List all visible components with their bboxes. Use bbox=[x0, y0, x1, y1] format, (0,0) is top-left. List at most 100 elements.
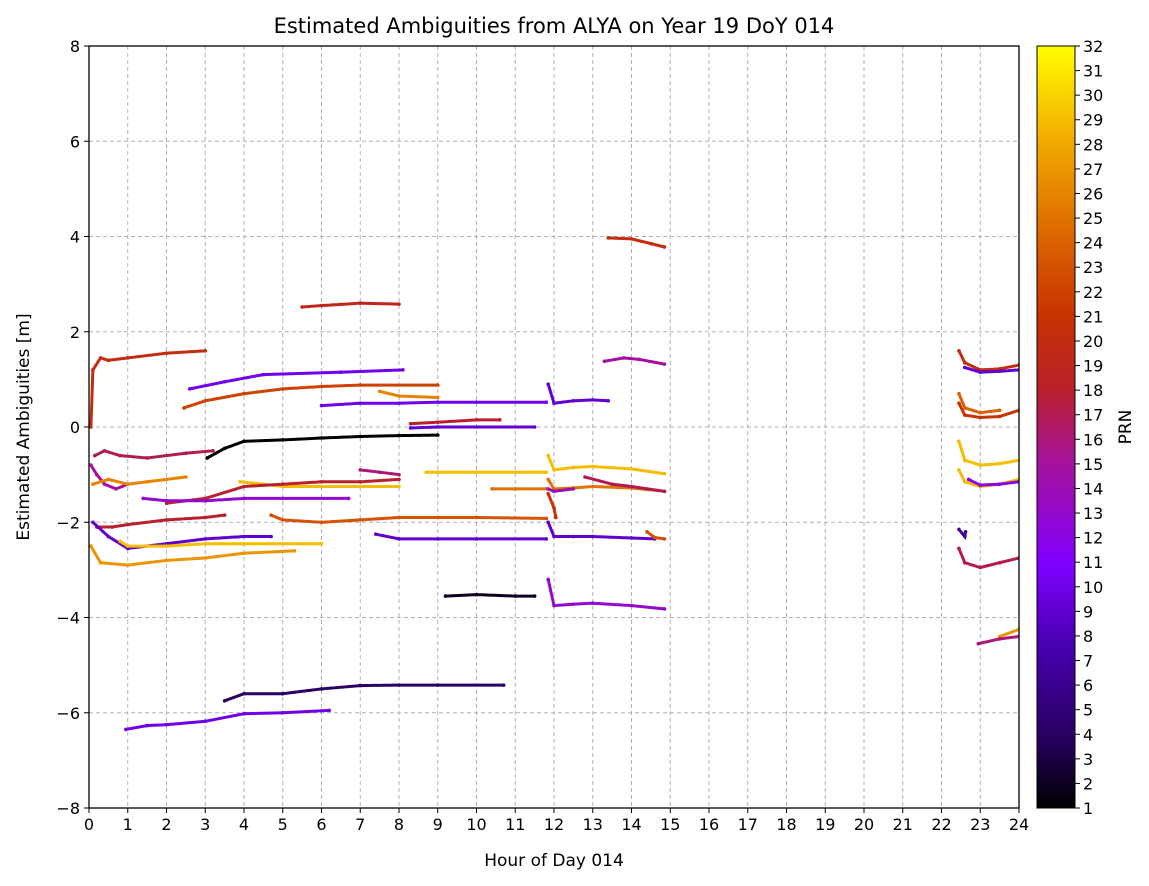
series-prn-13 bbox=[141, 496, 351, 503]
series-track bbox=[89, 544, 296, 567]
grid-lines bbox=[89, 46, 1019, 808]
series-layer bbox=[89, 236, 1019, 732]
series-track bbox=[91, 475, 188, 486]
series-track bbox=[93, 449, 215, 460]
x-tick-label: 5 bbox=[278, 815, 288, 834]
series-prn-15 bbox=[89, 463, 130, 491]
series-track bbox=[957, 349, 1019, 372]
colorbar-tick-label: 3 bbox=[1083, 750, 1093, 769]
x-tick-label: 12 bbox=[544, 815, 564, 834]
series-prn-10 bbox=[124, 708, 332, 732]
y-tick-label: 8 bbox=[70, 37, 80, 56]
series-prn-17 bbox=[957, 546, 1019, 570]
colorbar-tick-label: 30 bbox=[1083, 86, 1103, 105]
colorbar bbox=[1036, 45, 1076, 809]
series-prn-23 bbox=[269, 513, 549, 525]
colorbar-tick-label: 24 bbox=[1083, 234, 1103, 253]
x-tick-label: 3 bbox=[200, 815, 210, 834]
y-tick-label: −6 bbox=[56, 704, 80, 723]
colorbar-tick-label: 16 bbox=[1083, 430, 1103, 449]
series-track bbox=[91, 520, 273, 550]
series-prn-12 bbox=[966, 477, 1019, 487]
series-prn-26 bbox=[377, 389, 440, 400]
series-prn-29 bbox=[546, 453, 667, 476]
series-prn-15 bbox=[602, 356, 667, 366]
y-tick-label: 0 bbox=[70, 418, 80, 437]
colorbar-tick-label: 27 bbox=[1083, 160, 1103, 179]
x-axis-label: Hour of Day 014 bbox=[484, 851, 624, 871]
colorbar-tick-label: 23 bbox=[1083, 258, 1103, 277]
series-prn-10 bbox=[319, 400, 549, 408]
series-track bbox=[238, 480, 401, 488]
series-track bbox=[89, 349, 207, 429]
colorbar-tick-label: 1 bbox=[1083, 799, 1093, 818]
x-tick-label: 1 bbox=[123, 815, 133, 834]
series-prn-19 bbox=[300, 301, 401, 309]
series-track bbox=[188, 368, 405, 391]
series-prn-20 bbox=[89, 349, 208, 429]
x-tick-label: 0 bbox=[84, 815, 94, 834]
colorbar-tick-label: 7 bbox=[1083, 652, 1093, 671]
series-track bbox=[378, 389, 440, 399]
series-prn-9 bbox=[546, 382, 611, 405]
x-tick-label: 10 bbox=[466, 815, 486, 834]
series-track bbox=[205, 433, 440, 460]
y-tick-label: −2 bbox=[56, 513, 80, 532]
series-track bbox=[606, 236, 666, 249]
colorbar-tick-label: 17 bbox=[1083, 406, 1103, 425]
series-track bbox=[546, 577, 666, 611]
series-prn-27 bbox=[89, 544, 297, 567]
x-tick-label: 13 bbox=[583, 815, 603, 834]
series-track bbox=[182, 383, 440, 410]
series-track bbox=[320, 400, 548, 408]
series-track bbox=[963, 366, 1019, 374]
colorbar-tick-label: 29 bbox=[1083, 111, 1103, 130]
series-track bbox=[223, 683, 506, 703]
colorbar-tick-label: 4 bbox=[1083, 725, 1093, 744]
colorbar-tick-label: 9 bbox=[1083, 602, 1093, 621]
colorbar-tick-label: 12 bbox=[1083, 529, 1103, 548]
x-tick-label: 22 bbox=[931, 815, 951, 834]
colorbar-tick-label: 10 bbox=[1083, 578, 1103, 597]
y-tick-label: 2 bbox=[70, 323, 80, 342]
x-tick-label: 6 bbox=[316, 815, 326, 834]
series-track bbox=[957, 439, 1019, 467]
colorbar-tick-label: 5 bbox=[1083, 701, 1093, 720]
series-track bbox=[95, 513, 227, 529]
x-tick-label: 17 bbox=[738, 815, 758, 834]
x-tick-label: 7 bbox=[355, 815, 365, 834]
series-track bbox=[141, 496, 351, 503]
x-tick-label: 16 bbox=[699, 815, 719, 834]
x-tick-label: 19 bbox=[815, 815, 835, 834]
series-prn-22 bbox=[182, 383, 440, 410]
x-tick-label: 2 bbox=[161, 815, 171, 834]
series-prn-29 bbox=[957, 439, 1019, 467]
series-track bbox=[118, 539, 323, 548]
chart-title: Estimated Ambiguities from ALYA on Year … bbox=[274, 14, 835, 38]
colorbar-tick-label: 8 bbox=[1083, 627, 1093, 646]
series-prn-14 bbox=[546, 487, 576, 494]
series-track bbox=[444, 593, 537, 598]
y-tick-label: 4 bbox=[70, 228, 80, 247]
x-tick-label: 11 bbox=[505, 815, 525, 834]
series-prn-9 bbox=[546, 520, 657, 541]
series-prn-25 bbox=[490, 487, 549, 491]
colorbar-tick-label: 28 bbox=[1083, 135, 1103, 154]
series-prn-4 bbox=[222, 683, 506, 703]
series-track bbox=[645, 530, 666, 541]
colorbar-tick-label: 11 bbox=[1083, 553, 1103, 572]
series-track bbox=[957, 392, 1002, 415]
x-tick-label: 21 bbox=[893, 815, 913, 834]
y-tick-label: 6 bbox=[70, 132, 80, 151]
x-tick-label: 24 bbox=[1009, 815, 1029, 834]
series-track bbox=[89, 463, 130, 491]
colorbar-tick-label: 14 bbox=[1083, 479, 1103, 498]
series-track bbox=[269, 513, 548, 524]
y-axis-ticks: −8 −6 −4 −2 0 2 4 6 8 bbox=[56, 37, 89, 818]
series-prn-17 bbox=[583, 475, 667, 494]
series-prn-26 bbox=[91, 475, 188, 486]
series-track bbox=[957, 546, 1019, 570]
series-prn-29 bbox=[424, 470, 549, 475]
colorbar-tick-label: 19 bbox=[1083, 357, 1103, 376]
x-tick-label: 18 bbox=[776, 815, 796, 834]
